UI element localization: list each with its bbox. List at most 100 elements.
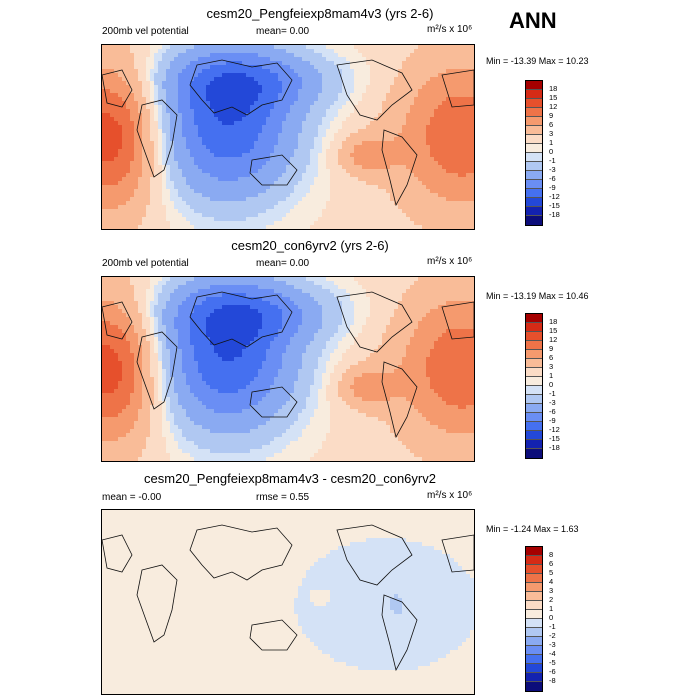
colorbar-swatch — [526, 583, 542, 592]
panel-3-units: m²/s x 10⁶ — [427, 490, 473, 501]
panel-3-map — [101, 509, 475, 695]
colorbar-swatch — [526, 431, 542, 440]
colorbar-swatch — [526, 422, 542, 431]
panel-2-left-label: 200mb vel potential — [102, 258, 189, 269]
colorbar-swatch — [526, 386, 542, 395]
colorbar-tick-label: 1 — [549, 371, 554, 380]
colorbar-tick-label: -12 — [549, 425, 560, 434]
panel-2-map — [101, 276, 475, 462]
colorbar-swatch — [526, 153, 542, 162]
colorbar-tick-label: -3 — [549, 165, 556, 174]
colorbar-swatch — [526, 556, 542, 565]
colorbar-swatch — [526, 171, 542, 180]
colorbar-swatch — [526, 673, 542, 682]
panel-3-rmse-label: rmse = 0.55 — [256, 492, 310, 503]
coastlines — [102, 524, 474, 672]
colorbar-swatch — [526, 314, 542, 323]
colorbar-tick-label: -1 — [549, 156, 556, 165]
colorbar-swatch — [526, 619, 542, 628]
colorbar-tick-label: -18 — [549, 210, 560, 219]
colorbar-tick-label: 0 — [549, 380, 554, 389]
colorbar-swatch — [526, 646, 542, 655]
colorbar-swatch — [526, 144, 542, 153]
colorbar-swatch — [526, 198, 542, 207]
panel-1-map — [101, 44, 475, 230]
coastlines — [102, 291, 474, 439]
colorbar-swatch — [526, 637, 542, 646]
colorbar-tick-label: 3 — [549, 129, 554, 138]
panel-3-colorbar-ticks: 8 6 5 4 3 2 1 0 -1 -2 -3 -4 -5 -6 -8 — [549, 546, 579, 690]
panel-2-title: cesm20_con6yrv2 (yrs 2-6) — [231, 238, 389, 253]
colorbar-tick-label: 6 — [549, 559, 554, 568]
panel-3-mean-label: mean = -0.00 — [102, 492, 162, 503]
colorbar-swatch — [526, 574, 542, 583]
panel-2-units: m²/s x 10⁶ — [427, 256, 473, 267]
colorbar-swatch — [526, 135, 542, 144]
colorbar-swatch — [526, 359, 542, 368]
colorbar-swatch — [526, 341, 542, 350]
panel-1-title: cesm20_Pengfeiexp8mam4v3 (yrs 2-6) — [206, 6, 434, 21]
panel-2-mean-label: mean= 0.00 — [256, 258, 310, 269]
panel-3-title: cesm20_Pengfeiexp8mam4v3 - cesm20_con6yr… — [144, 471, 436, 486]
panel-1-units: m²/s x 10⁶ — [427, 24, 473, 35]
colorbar-swatch — [526, 404, 542, 413]
panel-3-colorbar — [525, 546, 543, 692]
colorbar-swatch — [526, 449, 542, 458]
colorbar-swatch — [526, 90, 542, 99]
panel-2-colorbar — [525, 313, 543, 459]
colorbar-tick-label: 15 — [549, 326, 558, 335]
colorbar-tick-label: -6 — [549, 407, 556, 416]
season-label: ANN — [509, 8, 557, 33]
colorbar-swatch — [526, 350, 542, 359]
colorbar-tick-label: 18 — [549, 317, 558, 326]
colorbar-tick-label: 18 — [549, 84, 558, 93]
colorbar-swatch — [526, 216, 542, 225]
contour-field — [102, 510, 474, 694]
colorbar-swatch — [526, 601, 542, 610]
colorbar-swatch — [526, 99, 542, 108]
coastlines — [102, 59, 474, 207]
colorbar-tick-label: -1 — [549, 389, 556, 398]
colorbar-tick-label: 12 — [549, 335, 558, 344]
colorbar-tick-label: -1 — [549, 622, 556, 631]
colorbar-tick-label: 2 — [549, 595, 554, 604]
colorbar-tick-label: -18 — [549, 443, 560, 452]
colorbar-swatch — [526, 440, 542, 449]
colorbar-swatch — [526, 565, 542, 574]
colorbar-swatch — [526, 395, 542, 404]
colorbar-tick-label: -9 — [549, 183, 556, 192]
colorbar-tick-label: -15 — [549, 434, 560, 443]
contour-field — [102, 45, 474, 229]
panel-1-mean-label: mean= 0.00 — [256, 26, 310, 37]
colorbar-swatch — [526, 655, 542, 664]
colorbar-swatch — [526, 189, 542, 198]
colorbar-tick-label: -2 — [549, 631, 556, 640]
colorbar-swatch — [526, 664, 542, 673]
colorbar-tick-label: 4 — [549, 577, 554, 586]
colorbar-tick-label: 3 — [549, 362, 554, 371]
colorbar-tick-label: -15 — [549, 201, 560, 210]
colorbar-tick-label: 1 — [549, 138, 554, 147]
panel-1-colorbar-ticks: 18 15 12 9 6 3 1 0 -1 -3 -6 -9 -12 -15 -18 — [549, 80, 579, 224]
colorbar-swatch — [526, 413, 542, 422]
colorbar-tick-label: 6 — [549, 353, 554, 362]
colorbar-swatch — [526, 547, 542, 556]
colorbar-tick-label: 12 — [549, 102, 558, 111]
colorbar-swatch — [526, 592, 542, 601]
colorbar-tick-label: 3 — [549, 586, 554, 595]
colorbar-tick-label: -12 — [549, 192, 560, 201]
colorbar-tick-label: -9 — [549, 416, 556, 425]
colorbar-swatch — [526, 323, 542, 332]
colorbar-tick-label: 8 — [549, 550, 554, 559]
colorbar-tick-label: -4 — [549, 649, 556, 658]
contour-field — [102, 277, 474, 461]
colorbar-swatch — [526, 610, 542, 619]
colorbar-swatch — [526, 207, 542, 216]
colorbar-tick-label: 0 — [549, 147, 554, 156]
colorbar-tick-label: -6 — [549, 667, 556, 676]
panel-3-minmax: Min = -1.24 Max = 1.63 — [486, 524, 579, 534]
colorbar-tick-label: -5 — [549, 658, 556, 667]
colorbar-swatch — [526, 180, 542, 189]
colorbar-tick-label: 0 — [549, 613, 554, 622]
colorbar-swatch — [526, 108, 542, 117]
